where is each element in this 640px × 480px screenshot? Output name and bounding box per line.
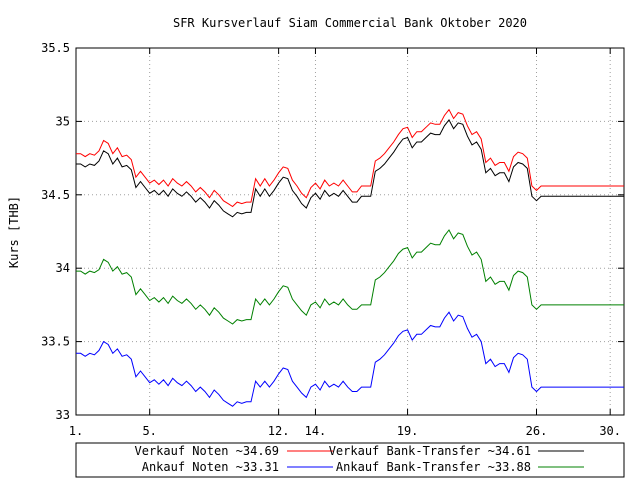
- legend-label-2: Verkauf Bank-Transfer ~34.61: [329, 444, 531, 458]
- series-line-3: [76, 311, 624, 407]
- y-tick-label: 33: [56, 408, 70, 422]
- y-tick-label: 35.5: [41, 41, 70, 55]
- y-tick-label: 35: [56, 114, 70, 128]
- y-axis-label: Kurs [THB]: [7, 196, 21, 268]
- series-layer: [76, 108, 624, 407]
- axis-ticks: 33 33.5 34 34.5 35 35.5 1. 5. 12. 14. 19. 26. 30.: [41, 41, 624, 438]
- x-tick-label: 19.: [397, 424, 419, 438]
- plot-frame: [75, 47, 625, 416]
- x-tick-label: 1.: [69, 424, 83, 438]
- legend-label-3: Ankauf Noten ~33.31: [142, 460, 279, 474]
- x-tick-label: 30.: [599, 424, 621, 438]
- y-tick-label: 33.5: [41, 335, 70, 349]
- legend-label-4: Ankauf Bank-Transfer ~33.88: [336, 460, 531, 474]
- chart-title: SFR Kursverlauf Siam Commercial Bank Okt…: [173, 16, 527, 30]
- y-tick-label: 34.5: [41, 188, 70, 202]
- x-tick-label: 26.: [526, 424, 548, 438]
- x-tick-label: 5.: [142, 424, 156, 438]
- legend-label-1: Verkauf Noten ~34.69: [135, 444, 280, 458]
- grid-lines: [76, 48, 624, 415]
- series-line-1: [76, 108, 624, 208]
- legend-box: [75, 442, 625, 478]
- y-tick-label: 34: [56, 261, 70, 275]
- series-line-4: [76, 229, 624, 325]
- legend: Verkauf Noten ~34.69 Verkauf Bank-Transfe…: [75, 442, 625, 478]
- x-tick-label: 12.: [268, 424, 290, 438]
- x-tick-label: 14.: [305, 424, 327, 438]
- series-line-2: [76, 118, 624, 218]
